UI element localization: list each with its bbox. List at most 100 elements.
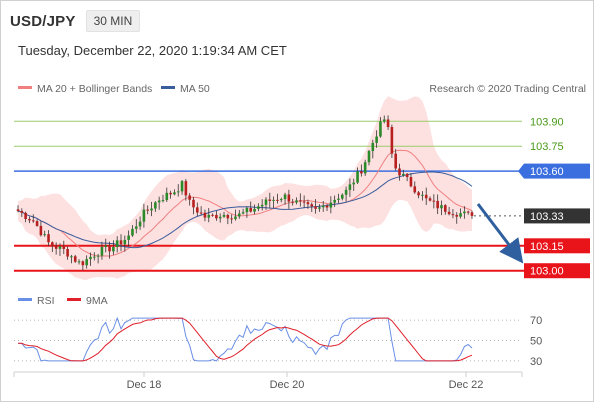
candle-body bbox=[89, 256, 92, 260]
rsi-ma9-line bbox=[17, 317, 473, 362]
candle-body bbox=[356, 171, 359, 183]
candle-body bbox=[249, 208, 253, 212]
candle-body bbox=[222, 214, 226, 217]
candle-body bbox=[291, 201, 294, 203]
candle-body bbox=[321, 205, 325, 208]
candle-body bbox=[62, 246, 66, 249]
candle-body bbox=[428, 198, 432, 201]
ma50-line bbox=[17, 171, 473, 249]
ma50-legend-label: MA 50 bbox=[180, 83, 210, 95]
rsi-panel: 30 50 70 bbox=[14, 315, 542, 368]
candle-body bbox=[367, 151, 371, 163]
candle-body bbox=[176, 191, 180, 193]
rsi-line bbox=[17, 316, 473, 362]
candle-body bbox=[455, 214, 459, 217]
candle-body bbox=[279, 199, 283, 201]
candle-body bbox=[283, 194, 287, 200]
rsi-legend-label: RSI bbox=[37, 295, 55, 307]
level-label-103-60: 103.60 bbox=[530, 166, 564, 178]
candle-body bbox=[93, 256, 96, 258]
candle-body bbox=[360, 171, 363, 174]
candle-body bbox=[417, 192, 420, 196]
candle-body bbox=[192, 199, 195, 208]
candle-body bbox=[421, 194, 424, 196]
level-badge-103-60 bbox=[524, 163, 590, 179]
ma20-line bbox=[17, 149, 473, 257]
candle-body bbox=[306, 202, 310, 205]
candle-body bbox=[432, 200, 436, 202]
candle-body bbox=[440, 205, 443, 209]
rsi-legend-swatch bbox=[18, 298, 32, 301]
rsi-tick-label-50: 50 bbox=[530, 336, 542, 348]
candle-body bbox=[405, 173, 409, 178]
candlesticks bbox=[16, 115, 474, 271]
candle-body bbox=[131, 228, 134, 236]
candle-body bbox=[85, 259, 88, 266]
candle-body bbox=[77, 261, 81, 263]
x-tick-label-1: Dec 20 bbox=[270, 379, 305, 391]
x-tick-label-0: Dec 18 bbox=[127, 379, 162, 391]
candle-body bbox=[51, 242, 54, 247]
candle-body bbox=[58, 246, 62, 249]
candle-body bbox=[66, 248, 69, 257]
candle-body bbox=[119, 240, 123, 245]
candle-body bbox=[348, 184, 352, 190]
candle-body bbox=[390, 127, 394, 154]
candle-body bbox=[138, 221, 142, 227]
forecast-arrow bbox=[476, 203, 524, 264]
level-badge-103-15 bbox=[524, 238, 590, 254]
candle-body bbox=[211, 214, 214, 216]
level-badge-103-00 bbox=[524, 263, 590, 279]
candle-body bbox=[104, 245, 108, 248]
candle-body bbox=[382, 119, 386, 122]
candle-body bbox=[451, 214, 455, 216]
candle-body bbox=[443, 205, 447, 212]
candle-body bbox=[180, 181, 184, 192]
ma9-legend-swatch bbox=[67, 298, 81, 301]
candle-body bbox=[337, 198, 340, 200]
candle-body bbox=[24, 212, 27, 219]
candle-body bbox=[215, 214, 218, 219]
candle-body bbox=[379, 121, 382, 137]
candle-body bbox=[150, 208, 153, 211]
candle-body bbox=[295, 200, 298, 203]
candle-body bbox=[375, 136, 378, 143]
candle-body bbox=[409, 177, 413, 187]
candle-body bbox=[470, 212, 474, 216]
candle-body bbox=[230, 218, 233, 220]
candle-body bbox=[31, 220, 35, 222]
level-label-103-00: 103.00 bbox=[530, 266, 564, 278]
candle-body bbox=[81, 261, 85, 266]
candle-body bbox=[16, 209, 20, 212]
candle-body bbox=[340, 194, 344, 199]
candle-body bbox=[333, 199, 336, 203]
rsi-tick-label-30: 30 bbox=[530, 356, 542, 368]
candle-body bbox=[165, 192, 169, 201]
candle-body bbox=[302, 201, 306, 203]
candle-body bbox=[123, 239, 127, 245]
candle-body bbox=[257, 206, 260, 209]
level-label-103-90: 103.90 bbox=[530, 116, 564, 128]
ma20-legend-label: MA 20 + Bollinger Bands bbox=[37, 83, 152, 95]
candle-body bbox=[47, 234, 50, 243]
candle-body bbox=[218, 216, 222, 219]
candle-body bbox=[241, 212, 245, 214]
candle-body bbox=[344, 189, 348, 195]
candle-body bbox=[329, 202, 333, 208]
candle-body bbox=[112, 247, 115, 252]
x-tick-label-2: Dec 22 bbox=[449, 379, 484, 391]
candle-body bbox=[203, 212, 207, 218]
candle-body bbox=[157, 200, 161, 203]
candle-body bbox=[39, 225, 43, 236]
level-label-103-15: 103.15 bbox=[530, 241, 564, 253]
candle-body bbox=[100, 247, 104, 256]
candle-body bbox=[115, 240, 119, 248]
candle-body bbox=[363, 162, 367, 174]
timeframe-badge[interactable]: 30 MIN bbox=[85, 10, 141, 32]
candle-body bbox=[463, 211, 466, 214]
candle-body bbox=[386, 119, 390, 128]
chart-header: USD/JPY 30 MIN bbox=[10, 8, 141, 34]
level-label-103-33: 103.33 bbox=[530, 211, 564, 223]
